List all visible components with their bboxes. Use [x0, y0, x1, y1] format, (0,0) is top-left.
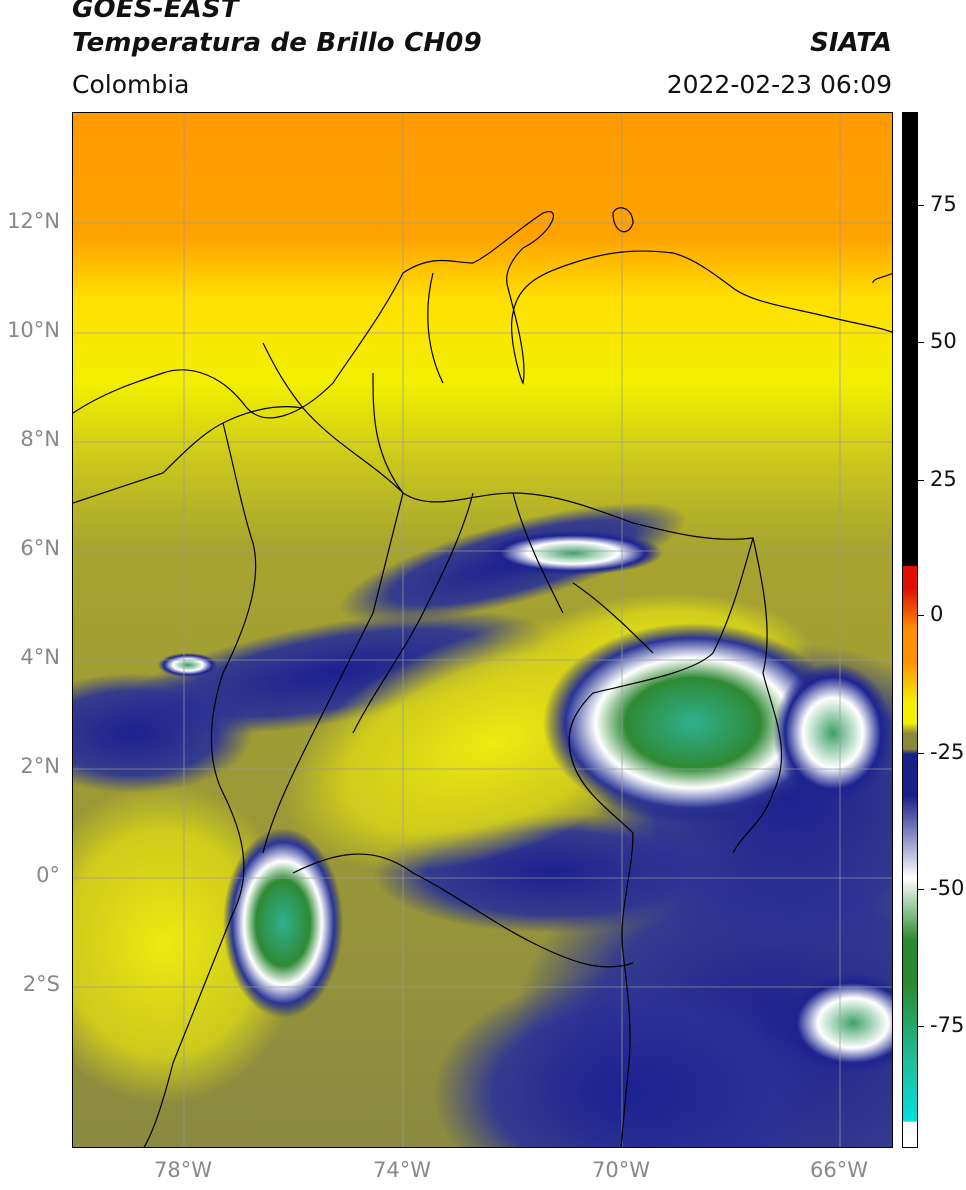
latitude-label: 6°N [20, 536, 60, 560]
coastlines-borders [73, 207, 892, 1147]
colorbar-tick-mark [918, 889, 924, 890]
region-label: Colombia [72, 70, 190, 99]
latitude-label: 12°N [7, 209, 60, 233]
colorbar-tick-mark [918, 753, 924, 754]
latitude-label: 0° [36, 863, 60, 887]
colorbar-tick-mark [918, 1026, 924, 1027]
latitude-label: 4°N [20, 645, 60, 669]
organization-label: SIATA [810, 28, 892, 58]
gridlines [73, 113, 892, 1147]
colorbar-tick-label: -25 [930, 740, 965, 764]
colorbar-tick-mark [918, 342, 924, 343]
longitude-label: 70°W [592, 1158, 650, 1182]
product-title: GOES-EAST [72, 0, 239, 24]
colorbar-tick-label: -50 [930, 876, 965, 900]
satellite-map[interactable] [72, 112, 893, 1148]
cold-cloud-area [73, 673, 253, 793]
latitude-label: 2°S [22, 972, 60, 996]
colorbar [902, 112, 918, 1148]
convective-cell [773, 663, 892, 803]
colorbar-tick-label: 75 [930, 192, 957, 216]
latitude-label: 8°N [20, 427, 60, 451]
colorbar-tick-mark [918, 615, 924, 616]
convective-cell [483, 531, 663, 575]
longitude-label: 66°W [810, 1158, 868, 1182]
convective-cell [223, 828, 343, 1018]
colorbar-tick-label: 50 [930, 329, 957, 353]
longitude-label: 74°W [373, 1158, 431, 1182]
colorbar-tick-label: -75 [930, 1013, 965, 1037]
map-canvas [73, 113, 892, 1147]
cold-cloud-area [433, 973, 833, 1147]
convective-cell [543, 623, 843, 823]
latitude-label: 2°N [20, 754, 60, 778]
colorbar-tick-label: 25 [930, 467, 957, 491]
longitude-label: 78°W [154, 1158, 212, 1182]
convective-cell [158, 653, 218, 677]
colorbar-tick-label: 0 [930, 602, 944, 626]
convective-cell [783, 973, 892, 1073]
latitude-label: 10°N [7, 318, 60, 342]
datetime-label: 2022-02-23 06:09 [666, 70, 892, 99]
colorbar-tick-mark [918, 480, 924, 481]
colorbar-tick-mark [918, 205, 924, 206]
product-subtitle: Temperatura de Brillo CH09 [72, 28, 482, 58]
